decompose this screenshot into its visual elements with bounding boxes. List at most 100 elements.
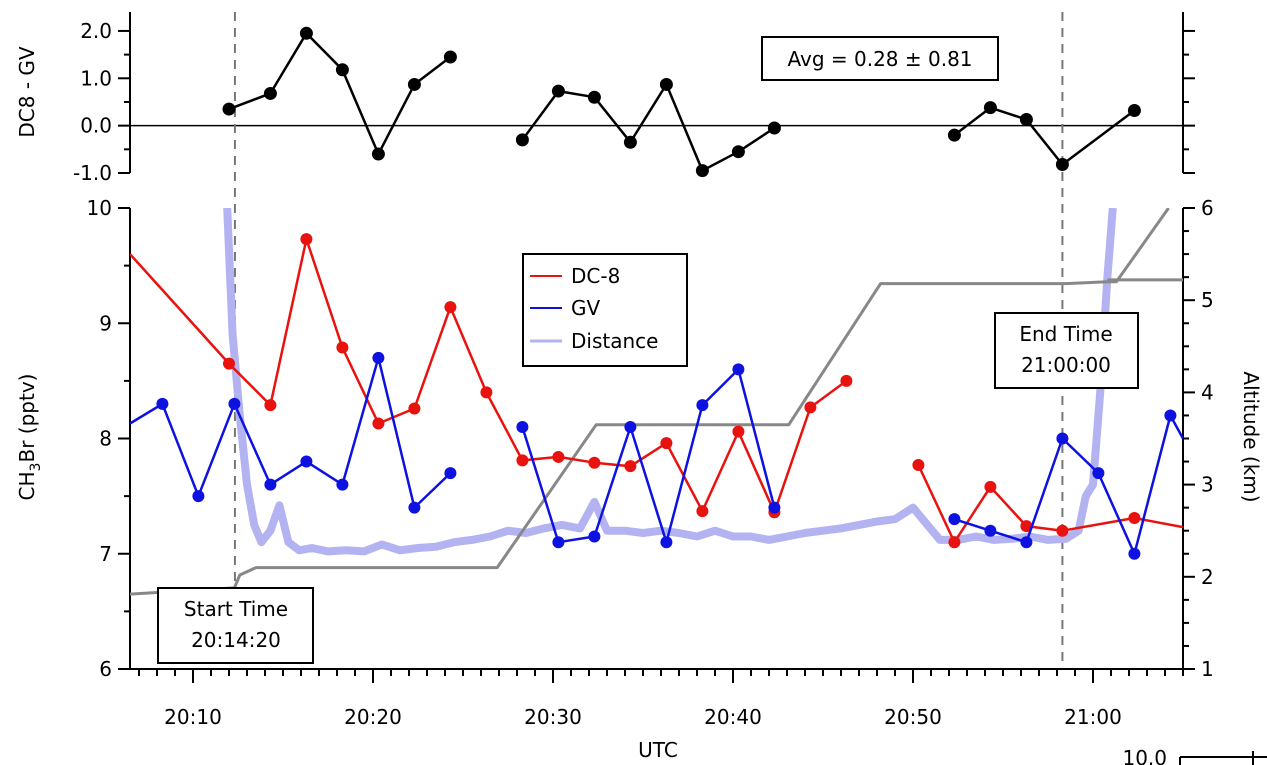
difference-y-tick-label: 0.0 (80, 114, 112, 138)
dc8-point (264, 399, 277, 412)
dc8-point (840, 374, 853, 387)
gv-point (1020, 536, 1033, 549)
altitude-tick-label: 6 (1201, 196, 1214, 220)
dc8-point (336, 341, 349, 354)
main-panel: 6 7 8 9 10 1 2 3 4 5 6 20:10 20:20 20:30 20:40 20:50 21:… (15, 196, 1263, 762)
gv-point (408, 501, 421, 514)
difference-point (947, 128, 961, 142)
dc8-line (917, 464, 1183, 544)
start-time-title: Start Time (184, 597, 288, 621)
dc8-point (804, 401, 817, 414)
x-tick-label: 20:30 (524, 705, 582, 729)
gv-point (624, 420, 637, 433)
gv-point (948, 513, 961, 526)
legend: DC-8 GV Distance (522, 253, 688, 367)
x-axis-title: UTC (638, 738, 678, 762)
difference-point (623, 135, 637, 149)
dc8-point (1056, 524, 1069, 537)
gv-point (1128, 547, 1141, 560)
end-time-box: End Time 21:00:00 (994, 312, 1139, 389)
difference-point (263, 86, 277, 100)
altitude-tick-label: 5 (1201, 288, 1214, 312)
difference-point (299, 26, 313, 40)
difference-point (407, 77, 421, 91)
dc8-point (1128, 512, 1141, 525)
difference-y-axis-title: DC8 - GV (15, 46, 39, 138)
average-annotation-frame (761, 36, 999, 81)
difference-point (731, 145, 745, 159)
difference-point (767, 121, 781, 135)
average-annotation: Avg = 0.28 ± 0.81 (787, 47, 972, 71)
average-annotation-box: Avg = 0.28 ± 0.81 (761, 36, 999, 81)
dc8-point (444, 301, 457, 314)
gv-point (732, 363, 745, 376)
main-y-tick-label: 7 (99, 542, 112, 566)
gv-point (156, 397, 169, 410)
difference-series-line (228, 32, 452, 156)
start-time-frame (157, 587, 314, 664)
dc8-point (696, 505, 709, 518)
gv-point (1092, 467, 1105, 480)
difference-point (695, 164, 709, 178)
gv-point (1056, 432, 1069, 445)
main-y-axis-title-subscript: 3 (28, 463, 44, 472)
gv-line (130, 356, 452, 509)
dc8-point (516, 454, 529, 467)
difference-point (371, 147, 385, 161)
difference-point (983, 101, 997, 115)
dc8-point (588, 456, 601, 469)
difference-y-tick-label: 2.0 (80, 19, 112, 43)
gv-point (228, 397, 241, 410)
right-y-axis-title: Altitude (km) (1239, 371, 1263, 502)
dc8-point (480, 386, 493, 399)
gv-point (336, 478, 349, 491)
corner-fragment: 10.0 (1122, 746, 1267, 765)
difference-point (515, 133, 529, 147)
altitude-tick-label: 4 (1201, 380, 1214, 404)
main-axes: 6 7 8 9 10 1 2 3 4 5 6 20:10 20:20 20:30 20:40 20:50 21:… (87, 196, 1214, 729)
legend-label-distance: Distance (571, 329, 658, 353)
dc8-point (552, 450, 565, 463)
dc8-point (624, 460, 637, 473)
difference-y-tick-label: 1.0 (80, 66, 112, 90)
difference-point (222, 102, 236, 116)
distance-line (223, 208, 1117, 556)
dc8-point (984, 480, 997, 493)
gv-point (444, 467, 457, 480)
difference-point (1055, 157, 1069, 171)
dc8-point (660, 437, 673, 450)
start-time-value: 20:14:20 (191, 628, 281, 652)
difference-point (587, 90, 601, 104)
gv-point (660, 536, 673, 549)
dc8-point (1020, 520, 1033, 533)
main-y-axis-title-part1: CH (15, 471, 39, 500)
gv-line (521, 368, 776, 544)
legend-label-gv: GV (571, 296, 600, 320)
altitude-line (130, 208, 1170, 596)
x-tick-label: 20:50 (884, 705, 942, 729)
gv-point (696, 399, 709, 412)
end-time-value: 21:00:00 (1021, 353, 1111, 377)
difference-point (659, 77, 673, 91)
altitude-tick-label: 1 (1201, 657, 1214, 681)
difference-point (1127, 103, 1141, 117)
gv-point (552, 536, 565, 549)
x-tick-label: 20:20 (344, 705, 402, 729)
gv-point (300, 455, 313, 468)
dc8-point (372, 417, 385, 430)
gv-point (516, 420, 529, 433)
gv-point (372, 351, 385, 364)
main-y-tick-label: 10 (87, 196, 112, 220)
altitude-tick-label: 2 (1201, 565, 1214, 589)
gv-point (1164, 409, 1177, 422)
dc8-point (732, 425, 745, 438)
x-tick-label: 20:10 (164, 705, 222, 729)
main-y-axis-title: CH3Br (pptv) (15, 374, 44, 501)
main-y-tick-label: 6 (99, 657, 112, 681)
start-time-box: Start Time 20:14:20 (157, 587, 314, 664)
difference-point (443, 50, 457, 64)
difference-axes: 2.0 1.0 0.0 -1.0 (73, 12, 1195, 669)
legend-frame (522, 253, 688, 367)
dc8-point (948, 536, 961, 549)
end-time-frame (994, 312, 1139, 389)
